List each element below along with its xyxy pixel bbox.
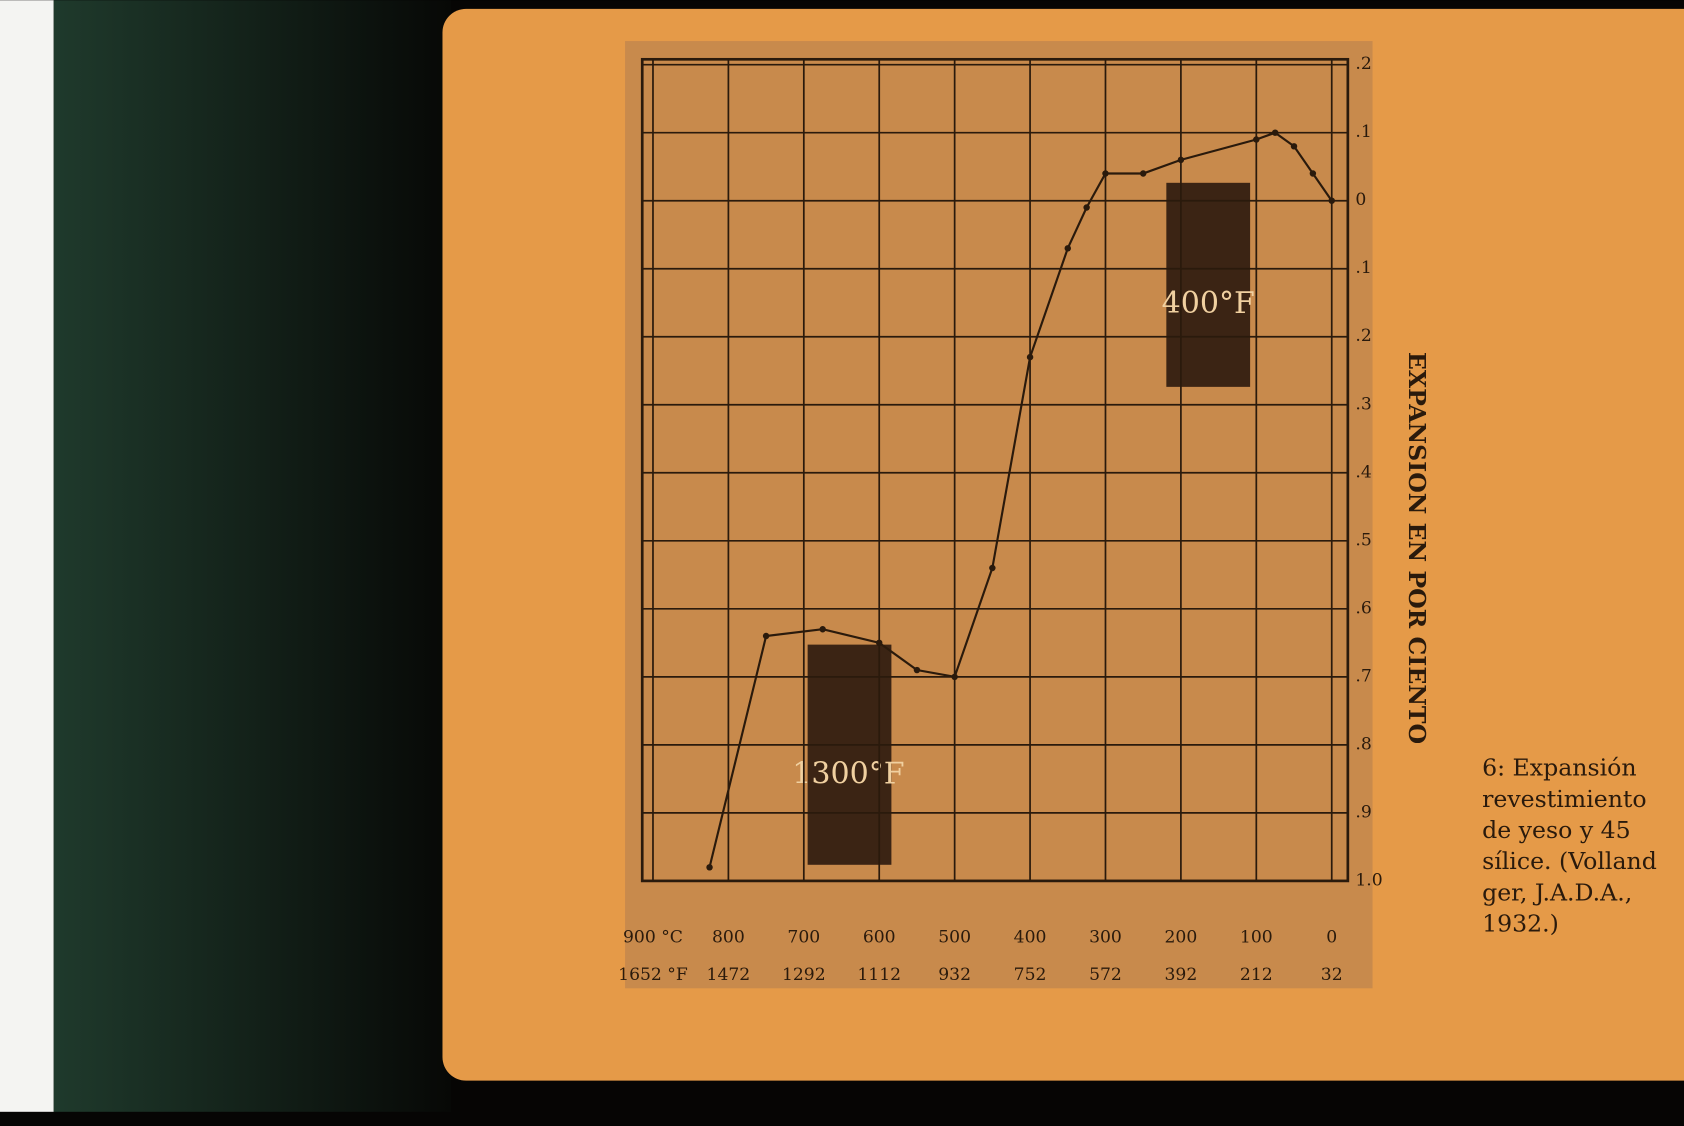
- x-tick-label: 0: [1326, 927, 1337, 947]
- data-point: [1177, 156, 1185, 164]
- y-tick-label: .7: [1355, 666, 1371, 686]
- white-edge: [0, 0, 54, 1112]
- caption-line: 1932.): [1482, 909, 1559, 937]
- x2-tick-label: 1292: [782, 965, 826, 985]
- y-tick-label: 0: [1355, 190, 1366, 210]
- film-edge: [53, 0, 452, 1112]
- y-tick-label: .5: [1355, 530, 1371, 550]
- data-point: [951, 673, 958, 681]
- data-point: [706, 864, 713, 871]
- y-tick-label: .2: [1355, 54, 1371, 74]
- specimen: [807, 644, 892, 865]
- x2-tick-label: 1472: [707, 965, 751, 985]
- y-tick-label: .1: [1355, 122, 1371, 142]
- data-point: [1328, 197, 1335, 204]
- caption-line: revestimiento: [1482, 785, 1647, 813]
- x2-tick-label: 932: [938, 965, 971, 985]
- x2-tick-label: 392: [1165, 965, 1198, 985]
- data-point: [989, 564, 996, 572]
- x2-tick-label: 32: [1321, 965, 1343, 985]
- y-axis-label: EXPANSION EN POR CIENTO: [1403, 352, 1431, 744]
- x-tick-label: 800: [712, 927, 745, 947]
- data-line: [708, 131, 1333, 868]
- figure-area: [625, 41, 1373, 989]
- x-tick-label: 100: [1240, 927, 1273, 947]
- data-point: [1309, 170, 1317, 177]
- caption-line: ger, J.A.D.A.,: [1482, 878, 1632, 906]
- photo-label: 1300°F: [792, 757, 904, 792]
- y-tick-label: .4: [1355, 462, 1371, 482]
- data-point: [1083, 204, 1090, 211]
- x2-tick-label: 212: [1240, 965, 1273, 985]
- x-tick-label: 200: [1165, 927, 1198, 947]
- y-tick-label: .9: [1355, 802, 1371, 822]
- x-tick-label: 700: [787, 927, 820, 947]
- x-tick-label: 900 °C: [623, 927, 683, 947]
- y-tick-label: .2: [1355, 326, 1371, 346]
- caption-line: de yeso y 45: [1482, 816, 1631, 844]
- data-point: [1139, 170, 1147, 177]
- data-point: [876, 639, 883, 647]
- y-tick-label: .1: [1355, 258, 1371, 278]
- y-tick-label: .8: [1355, 734, 1371, 754]
- data-point: [1271, 129, 1279, 136]
- data-point: [1102, 170, 1109, 177]
- y-tick-label: 1.0: [1355, 870, 1382, 890]
- x-tick-label: 600: [863, 927, 896, 947]
- data-point: [819, 626, 826, 633]
- x2-tick-label: 1112: [857, 965, 901, 985]
- photo-label: 400°F: [1162, 286, 1255, 321]
- x-tick-label: 400: [1014, 927, 1047, 947]
- specimen: [1166, 182, 1251, 387]
- x2-tick-label: 1652 °F: [618, 965, 688, 985]
- x2-tick-label: 572: [1089, 965, 1122, 985]
- data-point: [762, 632, 770, 640]
- caption: 6: Expansión revestimiento de yeso y 45 síl…: [1482, 754, 1657, 938]
- y-tick-label: .3: [1355, 394, 1371, 414]
- caption-line: sílice. (Volland: [1482, 847, 1657, 875]
- data-point: [1290, 143, 1298, 150]
- caption-line: 6: Expansión: [1482, 754, 1637, 782]
- x-tick-label: 300: [1089, 927, 1122, 947]
- plot: .2 .1 0 .1 .2 .3 .4 .5 .6 .7 .8 .9 1.0 0 100 200 300 400 5…: [618, 54, 1383, 985]
- x-tick-label: 500: [938, 927, 971, 947]
- x2-tick-label: 752: [1014, 965, 1047, 985]
- data-point: [1026, 353, 1034, 361]
- data-point: [1253, 136, 1260, 143]
- y-tick-label: .6: [1355, 598, 1371, 618]
- data-point: [1064, 245, 1071, 252]
- data-point: [913, 666, 921, 674]
